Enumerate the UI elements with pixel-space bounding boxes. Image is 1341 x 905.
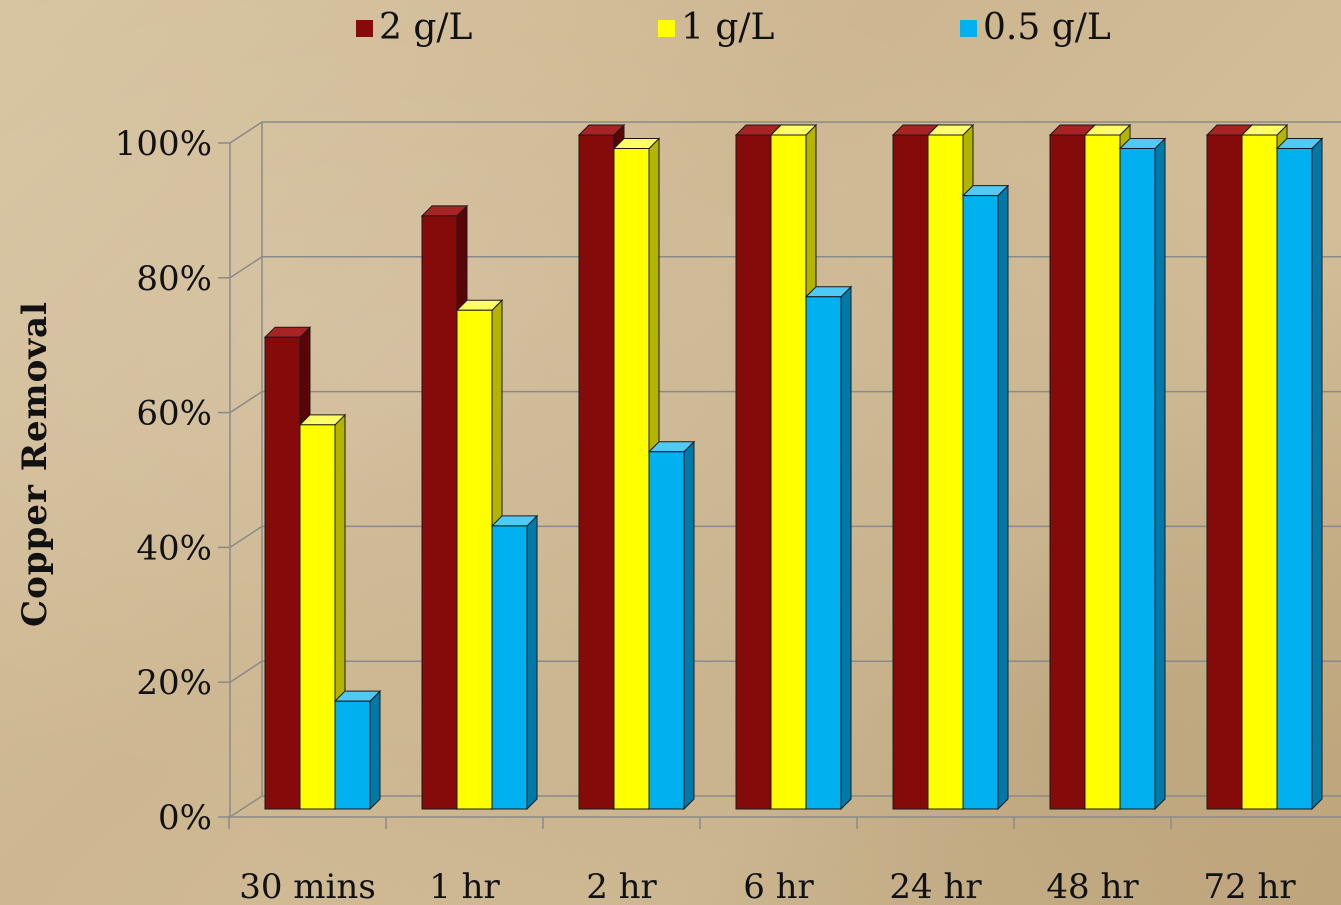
bar-6-0	[1206, 134, 1243, 810]
bar-4-0	[892, 134, 929, 810]
legend-label-05gl: 0.5 g/L	[983, 7, 1111, 48]
y-tick-label-2: 40%	[136, 528, 212, 568]
bar-0-2	[334, 700, 371, 810]
bar-0-1	[299, 424, 336, 810]
bar-2-2	[648, 451, 685, 810]
bar-3-2	[805, 296, 842, 810]
legend-item-1gl: 1 g/L	[658, 10, 774, 46]
y-tick-label-3: 60%	[136, 394, 212, 434]
legend: 2 g/L 1 g/L 0.5 g/L	[0, 0, 1341, 60]
legend-label-1gl: 1 g/L	[681, 7, 775, 48]
gridline-depth-5	[229, 121, 263, 144]
bar-3-0	[735, 134, 772, 810]
bar-6-2-side	[1311, 137, 1323, 811]
bar-3-2-side	[840, 285, 852, 811]
x-tick-label-2: 2 hr	[586, 867, 657, 905]
bar-5-2-side	[1154, 137, 1166, 811]
gridline-depth-1	[229, 660, 263, 683]
legend-swatch-2gl	[356, 19, 373, 37]
x-tick-label-5: 48 hr	[1046, 867, 1139, 905]
y-tick-label-4: 80%	[136, 259, 212, 299]
bar-2-2-side	[683, 440, 695, 811]
x-tick-label-4: 24 hr	[889, 867, 982, 905]
x-tick-label-6: 72 hr	[1203, 867, 1296, 905]
legend-swatch-05gl	[960, 19, 977, 37]
bar-0-0	[264, 336, 301, 810]
legend-item-05gl: 0.5 g/L	[960, 10, 1111, 46]
bar-5-1	[1084, 134, 1121, 810]
y-tick-label-0: 0%	[158, 798, 212, 838]
y-tick-label-1: 20%	[136, 663, 212, 703]
legend-label-2gl: 2 g/L	[379, 7, 473, 48]
bar-6-1	[1241, 134, 1278, 810]
gridline-depth-2	[229, 525, 263, 549]
bar-6-2	[1276, 147, 1313, 810]
gridline-depth-3	[229, 390, 263, 414]
x-tick-label-1: 1 hr	[429, 867, 500, 905]
bar-5-0	[1049, 134, 1086, 810]
bar-1-0	[421, 215, 458, 810]
x-tick-label-3: 6 hr	[743, 867, 814, 905]
bar-4-1	[927, 134, 964, 810]
bar-1-2-side	[526, 514, 538, 811]
bar-1-1	[456, 309, 493, 810]
bar-1-2	[491, 525, 528, 810]
bar-0-2-side	[369, 689, 381, 811]
legend-item-2gl: 2 g/L	[356, 10, 472, 46]
bar-4-2-side	[997, 184, 1009, 811]
bar-2-1	[613, 147, 650, 810]
x-tick-label-0: 30 mins	[239, 867, 376, 905]
bar-3-1	[770, 134, 807, 810]
bar-5-2	[1119, 147, 1156, 810]
gridline-depth-0	[229, 795, 263, 818]
bar-2-0	[578, 134, 615, 810]
legend-swatch-1gl	[658, 19, 675, 37]
gridline-depth-4	[229, 256, 263, 279]
bar-4-2	[962, 195, 999, 810]
y-tick-label-5: 100%	[115, 124, 212, 164]
